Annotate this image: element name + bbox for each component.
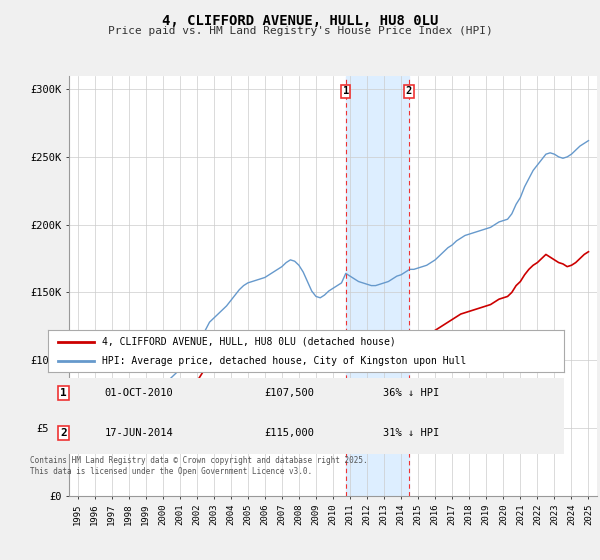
- Text: 17-JUN-2014: 17-JUN-2014: [105, 428, 173, 438]
- Text: 1: 1: [60, 388, 67, 398]
- Text: 31% ↓ HPI: 31% ↓ HPI: [383, 428, 440, 438]
- Text: Contains HM Land Registry data © Crown copyright and database right 2025.
This d: Contains HM Land Registry data © Crown c…: [30, 456, 368, 476]
- Text: 2: 2: [406, 86, 412, 96]
- Text: 1: 1: [343, 86, 349, 96]
- Text: £115,000: £115,000: [265, 428, 315, 438]
- Text: 36% ↓ HPI: 36% ↓ HPI: [383, 388, 440, 398]
- Text: 4, CLIFFORD AVENUE, HULL, HU8 0LU: 4, CLIFFORD AVENUE, HULL, HU8 0LU: [162, 14, 438, 28]
- Bar: [346, 76, 409, 496]
- Text: 2: 2: [60, 428, 67, 438]
- Text: HPI: Average price, detached house, City of Kingston upon Hull: HPI: Average price, detached house, City…: [102, 356, 466, 366]
- Text: Price paid vs. HM Land Registry's House Price Index (HPI): Price paid vs. HM Land Registry's House …: [107, 26, 493, 36]
- Text: £107,500: £107,500: [265, 388, 315, 398]
- Text: 4, CLIFFORD AVENUE, HULL, HU8 0LU (detached house): 4, CLIFFORD AVENUE, HULL, HU8 0LU (detac…: [102, 337, 396, 347]
- Text: 01-OCT-2010: 01-OCT-2010: [105, 388, 173, 398]
